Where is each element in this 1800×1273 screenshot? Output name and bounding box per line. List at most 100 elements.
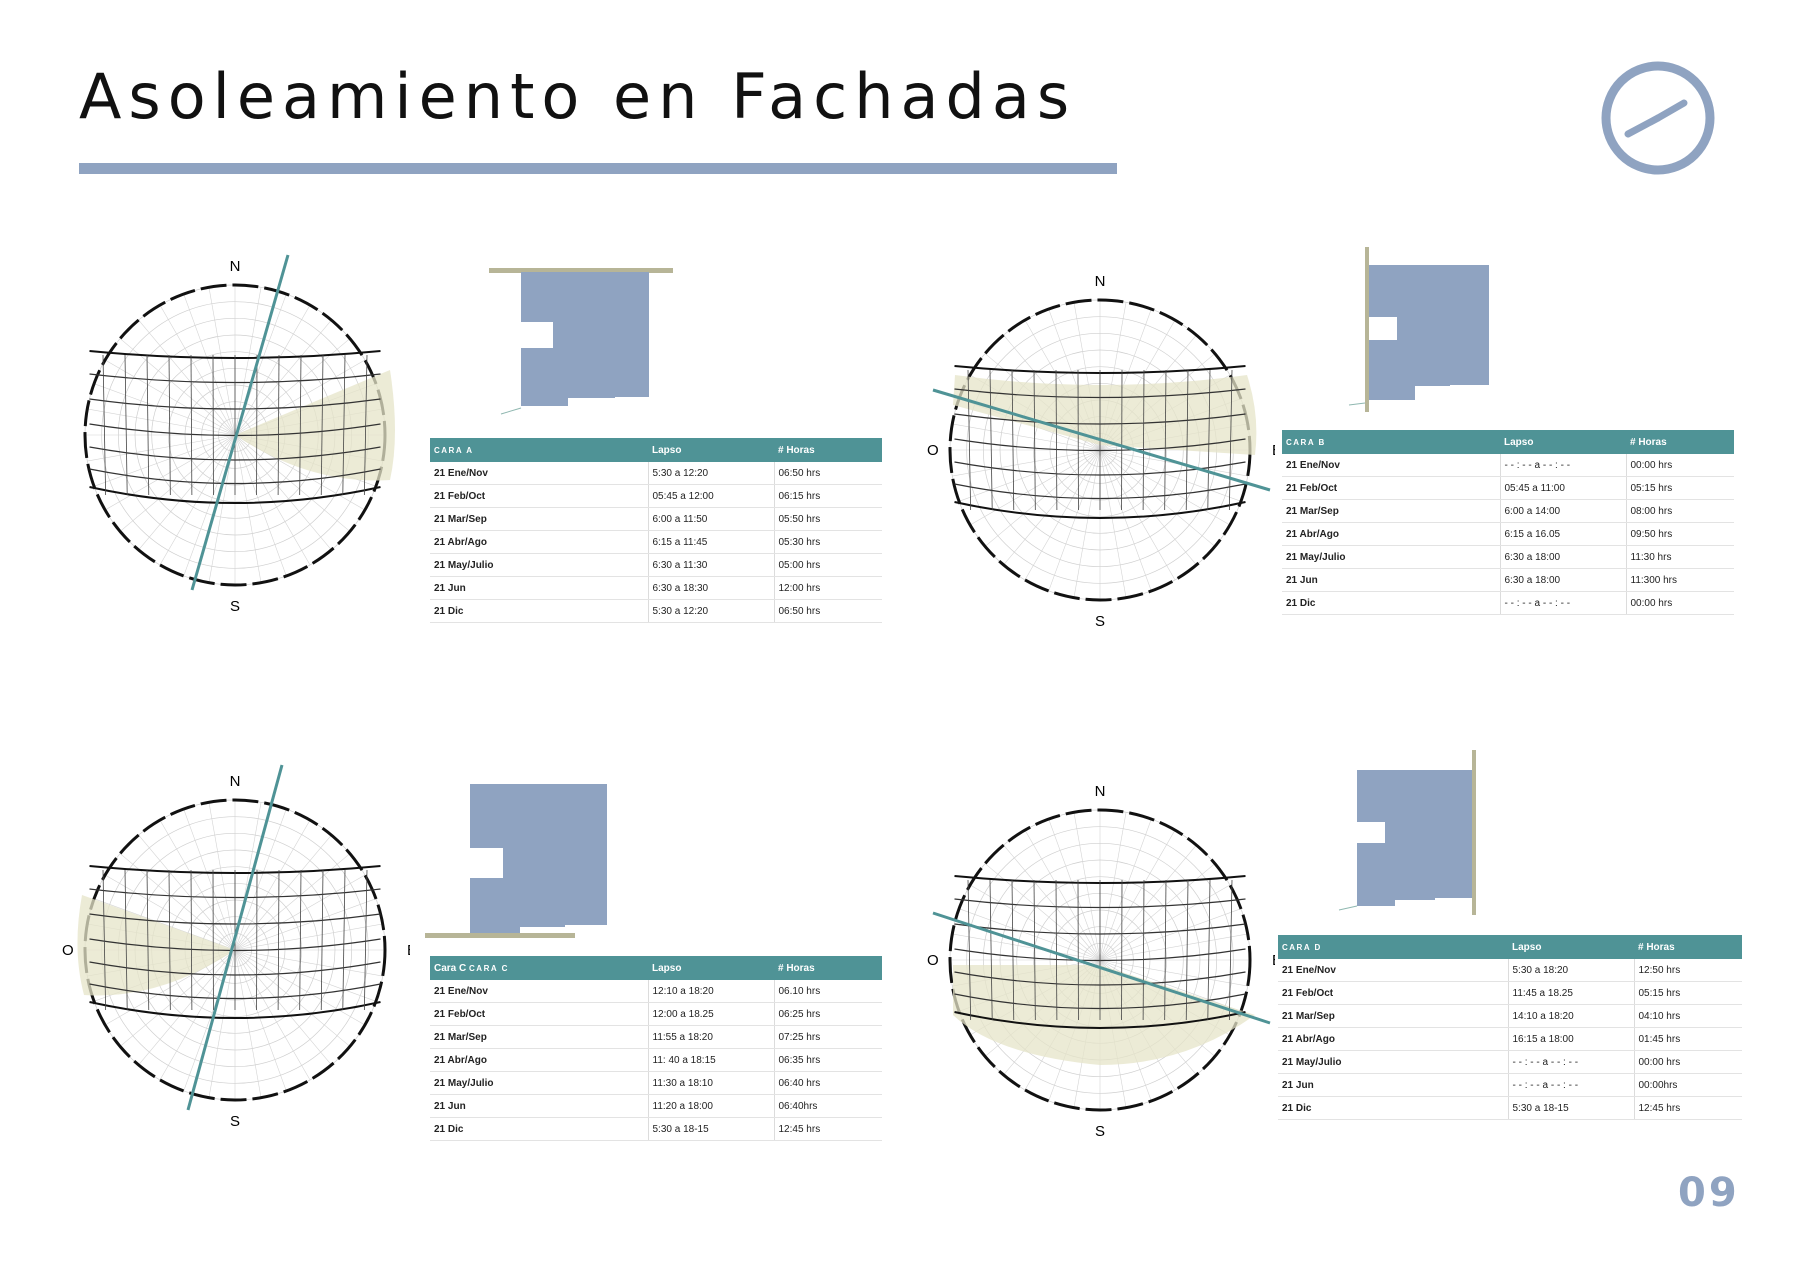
face-label: CARA D xyxy=(1278,935,1508,959)
row-date: 21 Mar/Sep xyxy=(430,1025,648,1049)
row-date: 21 Feb/Oct xyxy=(430,1002,648,1026)
svg-text:E: E xyxy=(407,942,410,959)
row-date: 21 Abr/Ago xyxy=(1282,522,1500,546)
face-label: CARA B xyxy=(1282,430,1500,454)
table-row: 21 Ene/Nov 12:10 a 18:20 06.10 hrs xyxy=(430,980,882,1003)
table-row: 21 Dic 5:30 a 12:20 06:50 hrs xyxy=(430,599,882,623)
face-label: Cara C CARA C xyxy=(430,956,648,980)
row-lapso: 6:15 a 11:45 xyxy=(647,530,775,554)
svg-text:O: O xyxy=(927,442,939,459)
row-lapso: 05:45 a 11:00 xyxy=(1499,476,1627,500)
page-title: Asoleamiento en Fachadas xyxy=(79,60,1077,133)
row-lapso: 6:30 a 11:30 xyxy=(647,553,775,577)
table-row: 21 Mar/Sep 11:55 a 18:20 07:25 hrs xyxy=(430,1025,882,1049)
row-horas: 12:45 hrs xyxy=(774,1117,882,1141)
row-lapso: 11: 40 a 18:15 xyxy=(647,1048,775,1072)
row-horas: 11:30 hrs xyxy=(1626,545,1734,569)
table-row: 21 May/Julio 6:30 a 11:30 05:00 hrs xyxy=(430,553,882,577)
row-date: 21 Mar/Sep xyxy=(430,507,648,531)
table-row: 21 Feb/Oct 05:45 a 12:00 06:15 hrs xyxy=(430,484,882,508)
svg-text:N: N xyxy=(230,773,241,790)
row-horas: 00:00 hrs xyxy=(1626,591,1734,615)
sun-path-diagram-c: N S O E xyxy=(62,764,410,1130)
row-date: 21 Abr/Ago xyxy=(1278,1027,1508,1051)
table-row: 21 Dic 5:30 a 18-15 12:45 hrs xyxy=(1278,1096,1742,1120)
row-lapso: 11:45 a 18.25 xyxy=(1507,981,1635,1005)
table-row: 21 Ene/Nov - - : - - a - - : - -00:00 hrs xyxy=(1282,454,1734,477)
building-footprint-b xyxy=(1348,247,1489,412)
table-row: 21 May/Julio 11:30 a 18:10 06:40 hrs xyxy=(430,1071,882,1095)
row-lapso: 5:30 a 12:20 xyxy=(647,462,775,485)
row-lapso: 6:30 a 18:30 xyxy=(647,576,775,600)
row-lapso: 11:55 a 18:20 xyxy=(647,1025,775,1049)
table-row: 21 Abr/Ago 11: 40 a 18:15 06:35 hrs xyxy=(430,1048,882,1072)
row-horas: 08:00 hrs xyxy=(1626,499,1734,523)
table-row: 21 Dic - - : - - a - - : - -00:00 hrs xyxy=(1282,591,1734,615)
row-horas: 06:50 hrs xyxy=(774,599,882,623)
row-date: 21 May/Julio xyxy=(430,1071,648,1095)
row-horas: 06:35 hrs xyxy=(774,1048,882,1072)
row-lapso: 12:00 a 18.25 xyxy=(647,1002,775,1026)
row-date: 21 May/Julio xyxy=(1278,1050,1508,1074)
row-date: 21 Abr/Ago xyxy=(430,1048,648,1072)
table-row: 21 Ene/Nov 5:30 a 12:20 06:50 hrs xyxy=(430,462,882,485)
row-date: 21 Dic xyxy=(430,1117,648,1141)
svg-text:S: S xyxy=(230,598,240,615)
svg-text:N: N xyxy=(1095,273,1106,290)
row-horas: 06:40hrs xyxy=(774,1094,882,1118)
row-date: 21 May/Julio xyxy=(430,553,648,577)
column-lapso: Lapso xyxy=(1508,935,1634,959)
row-lapso: - - : - - a - - : - - xyxy=(1507,1050,1635,1074)
row-date: 21 Mar/Sep xyxy=(1282,499,1500,523)
column-horas: # Horas xyxy=(774,956,882,980)
table-row: 21 Jun 6:30 a 18:30 12:00 hrs xyxy=(430,576,882,600)
row-date: 21 Jun xyxy=(430,1094,648,1118)
row-date: 21 Jun xyxy=(1278,1073,1508,1097)
table-row: 21 May/Julio 6:30 a 18:00 11:30 hrs xyxy=(1282,545,1734,569)
table-row: 21 Abr/Ago 16:15 a 18:00 01:45 hrs xyxy=(1278,1027,1742,1051)
building-footprint-a xyxy=(489,268,673,415)
table-row: 21 Feb/Oct 11:45 a 18.25 05:15 hrs xyxy=(1278,981,1742,1005)
svg-text:N: N xyxy=(1095,783,1106,800)
face-label-prefix: Cara C xyxy=(434,962,467,974)
svg-text:E: E xyxy=(1272,952,1275,969)
row-date: 21 May/Julio xyxy=(1282,545,1500,569)
table-row: 21 Feb/Oct 05:45 a 11:00 05:15 hrs xyxy=(1282,476,1734,500)
row-horas: 01:45 hrs xyxy=(1634,1027,1742,1051)
table-row: 21 Jun - - : - - a - - : - -00:00hrs xyxy=(1278,1073,1742,1097)
table-row: 21 Abr/Ago 6:15 a 11:45 05:30 hrs xyxy=(430,530,882,554)
sun-table-b: CARA B Lapso # Horas 21 Ene/Nov - - : - -… xyxy=(1282,430,1734,615)
row-horas: 06:40 hrs xyxy=(774,1071,882,1095)
row-date: 21 Feb/Oct xyxy=(1282,476,1500,500)
table-row: 21 Ene/Nov 5:30 a 18:20 12:50 hrs xyxy=(1278,959,1742,982)
row-horas: 09:50 hrs xyxy=(1626,522,1734,546)
row-date: 21 Dic xyxy=(430,599,648,623)
column-lapso: Lapso xyxy=(648,956,774,980)
page-number: 09 xyxy=(1678,1170,1740,1216)
column-lapso: Lapso xyxy=(1500,430,1626,454)
row-lapso: 5:30 a 12:20 xyxy=(647,599,775,623)
row-horas: 00:00 hrs xyxy=(1634,1050,1742,1074)
svg-text:O: O xyxy=(927,952,939,969)
sun-table-d: CARA D Lapso # Horas 21 Ene/Nov 5:30 a 18… xyxy=(1278,935,1742,1120)
row-lapso: 5:30 a 18-15 xyxy=(1507,1096,1635,1120)
row-lapso: 6:30 a 18:00 xyxy=(1499,545,1627,569)
table-row: 21 Mar/Sep 6:00 a 14:00 08:00 hrs xyxy=(1282,499,1734,523)
sun-path-diagram-a: NS xyxy=(83,254,395,615)
face-label: CARA A xyxy=(430,438,648,462)
row-date: 21 Jun xyxy=(1282,568,1500,592)
row-date: 21 Abr/Ago xyxy=(430,530,648,554)
svg-text:O: O xyxy=(62,942,74,959)
row-horas: 12:00 hrs xyxy=(774,576,882,600)
row-date: 21 Feb/Oct xyxy=(430,484,648,508)
row-lapso: 12:10 a 18:20 xyxy=(647,980,775,1003)
row-horas: 05:30 hrs xyxy=(774,530,882,554)
row-lapso: 14:10 a 18:20 xyxy=(1507,1004,1635,1028)
table-row: 21 Mar/Sep 14:10 a 18:20 04:10 hrs xyxy=(1278,1004,1742,1028)
row-horas: 06:15 hrs xyxy=(774,484,882,508)
sun-path-diagram-b: N S O E xyxy=(927,273,1275,630)
svg-text:S: S xyxy=(1095,613,1105,630)
face-label-caps: CARA C xyxy=(469,963,509,973)
row-date: 21 Ene/Nov xyxy=(1278,959,1508,982)
table-row: 21 Mar/Sep 6:00 a 11:50 05:50 hrs xyxy=(430,507,882,531)
